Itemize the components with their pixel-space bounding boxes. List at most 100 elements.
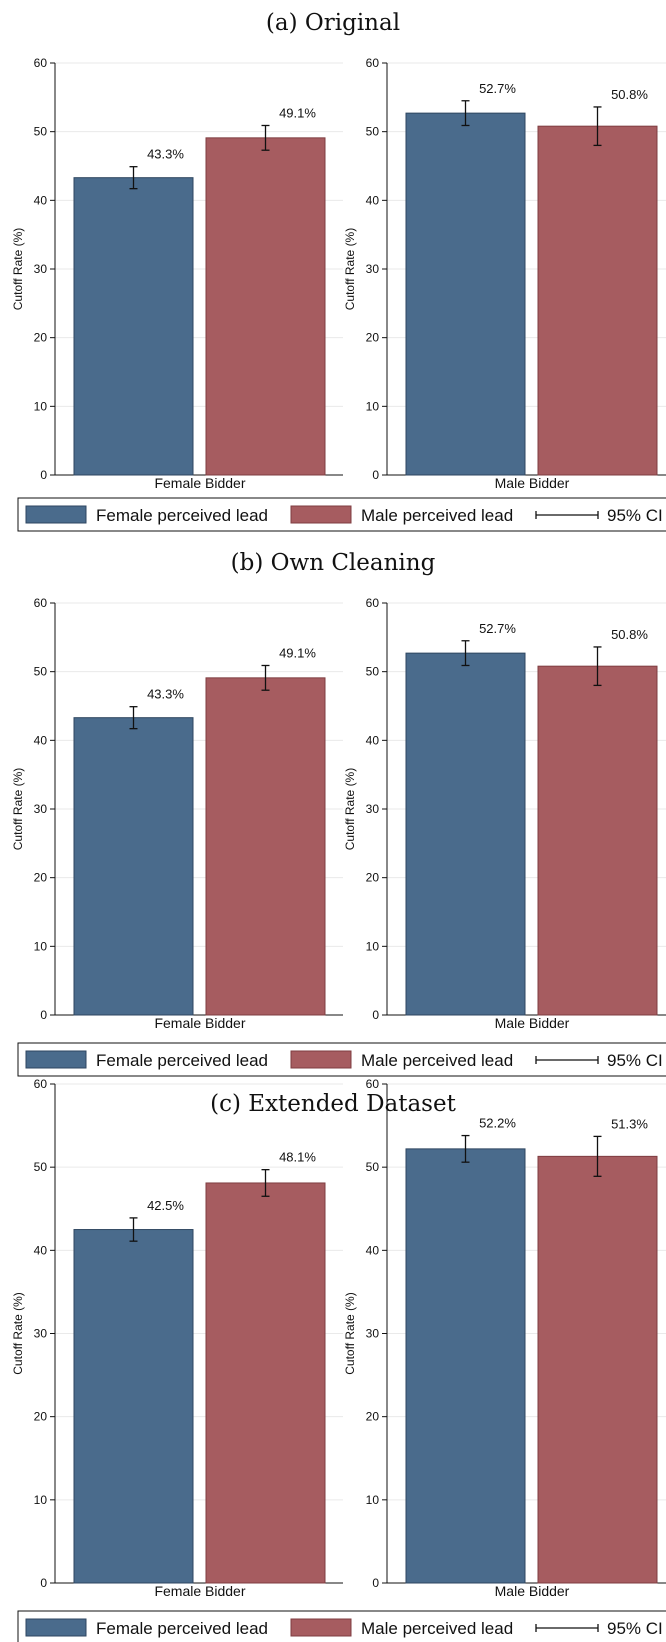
legend-label-male-lead: Male perceived lead (361, 506, 513, 525)
y-tick-label: 20 (366, 1410, 380, 1424)
legend-swatch-male-lead (290, 505, 352, 524)
y-tick-label: 40 (366, 733, 380, 747)
data-label: 49.1% (279, 105, 316, 120)
y-tick-label: 10 (34, 399, 48, 413)
data-label: 50.8% (611, 627, 648, 642)
chart-title: (a) Original (266, 10, 400, 36)
legend: Female perceived lead Male perceived lead… (17, 1610, 666, 1642)
y-tick-label: 0 (40, 1008, 47, 1022)
legend-label-male-lead: Male perceived lead (361, 1619, 513, 1638)
bar-female-lead (405, 652, 526, 1016)
data-label: 52.7% (479, 81, 516, 96)
y-tick-label: 40 (366, 1243, 380, 1257)
panel-male-bidder: 0 10 20 30 40 50 60 Cutoff Rate (%) 52.7% 50.8% Ma… (343, 596, 666, 1031)
y-tick-label: 50 (34, 1160, 48, 1174)
y-tick-label: 60 (366, 1077, 380, 1091)
legend: Female perceived lead Male perceived lead… (17, 1042, 666, 1077)
legend: Female perceived lead Male perceived lead… (17, 497, 666, 532)
chart-section-1: (a) Original 0 10 20 30 40 50 60 Cutoff Rate (%)… (11, 10, 666, 532)
y-tick-label: 60 (366, 596, 380, 610)
y-tick-label: 50 (34, 665, 48, 679)
panel-female-bidder: 0 10 20 30 40 50 60 Cutoff Rate (%) 43.3% 49.1% Fe… (11, 596, 343, 1031)
y-tick-label: 60 (366, 56, 380, 70)
y-tick-label: 30 (34, 262, 48, 276)
bar-male-lead (537, 1155, 658, 1584)
data-label: 51.3% (611, 1116, 648, 1131)
bar-male-lead (537, 125, 658, 476)
y-tick-label: 10 (34, 939, 48, 953)
legend-swatch-male-lead (290, 1618, 352, 1637)
bar-male-lead (537, 665, 658, 1016)
data-label: 49.1% (279, 645, 316, 660)
legend-label-ci: 95% CI (607, 1051, 663, 1070)
bar-female-lead (73, 1229, 194, 1584)
y-tick-label: 10 (366, 939, 380, 953)
legend-swatch-female-lead (25, 1050, 87, 1069)
panel-male-bidder: 0 10 20 30 40 50 60 Cutoff Rate (%) 52.7% 50.8% Ma… (343, 56, 666, 491)
legend-label-female-lead: Female perceived lead (96, 1619, 268, 1638)
y-tick-label: 20 (34, 871, 48, 885)
category-label: Female Bidder (154, 475, 245, 491)
bar-female-lead (405, 1148, 526, 1584)
y-tick-label: 30 (366, 262, 380, 276)
category-label: Female Bidder (154, 1015, 245, 1031)
y-tick-label: 20 (34, 1410, 48, 1424)
y-tick-label: 60 (34, 596, 48, 610)
y-tick-label: 0 (40, 468, 47, 482)
y-tick-label: 30 (366, 1327, 380, 1341)
y-tick-label: 50 (366, 125, 380, 139)
legend-label-ci: 95% CI (607, 1619, 663, 1638)
bar-male-lead (205, 677, 326, 1016)
bar-female-lead (73, 717, 194, 1016)
panel-female-bidder: 0 10 20 30 40 50 60 Cutoff Rate (%) 43.3% 49.1% Fe… (11, 56, 343, 491)
y-tick-label: 20 (366, 871, 380, 885)
category-label: Male Bidder (495, 475, 570, 491)
y-tick-label: 40 (366, 193, 380, 207)
bar-female-lead (73, 177, 194, 476)
data-label: 50.8% (611, 87, 648, 102)
y-tick-label: 50 (34, 125, 48, 139)
data-label: 43.3% (147, 147, 184, 162)
data-label: 52.2% (479, 1116, 516, 1131)
y-tick-label: 50 (366, 1160, 380, 1174)
data-label: 52.7% (479, 621, 516, 636)
bar-male-lead (205, 1182, 326, 1584)
data-label: 42.5% (147, 1198, 184, 1213)
y-tick-label: 30 (34, 1327, 48, 1341)
y-tick-label: 40 (34, 193, 48, 207)
y-tick-label: 10 (366, 399, 380, 413)
data-label: 48.1% (279, 1150, 316, 1165)
y-tick-label: 40 (34, 733, 48, 747)
chart-title: (c) Extended Dataset (210, 1091, 456, 1117)
category-label: Male Bidder (495, 1015, 570, 1031)
y-axis-label: Cutoff Rate (%) (11, 768, 25, 850)
category-label: Male Bidder (495, 1583, 570, 1599)
category-label: Female Bidder (154, 1583, 245, 1599)
data-label: 43.3% (147, 687, 184, 702)
legend-swatch-male-lead (290, 1050, 352, 1069)
chart-section-2: (b) Own Cleaning 0 10 20 30 40 50 60 Cutoff Rate… (11, 550, 666, 1077)
y-axis-label: Cutoff Rate (%) (343, 768, 357, 850)
y-tick-label: 20 (366, 331, 380, 345)
legend-label-ci: 95% CI (607, 506, 663, 525)
panel-female-bidder: 0 10 20 30 40 50 60 Cutoff Rate (%) 42.5% 48.1% Fe… (11, 1077, 343, 1599)
chart-title: (b) Own Cleaning (231, 550, 436, 576)
y-tick-label: 50 (366, 665, 380, 679)
chart-section-3: (c) Extended Dataset 0 10 20 30 40 50 60 Cutoff … (11, 1077, 666, 1642)
panel-male-bidder: 0 10 20 30 40 50 60 Cutoff Rate (%) 52.2% 51.3% Ma… (343, 1077, 666, 1599)
y-tick-label: 0 (372, 468, 379, 482)
y-axis-label: Cutoff Rate (%) (343, 1292, 357, 1374)
y-tick-label: 0 (372, 1008, 379, 1022)
legend-box (17, 1610, 666, 1642)
y-tick-label: 40 (34, 1243, 48, 1257)
y-tick-label: 20 (34, 331, 48, 345)
y-tick-label: 60 (34, 1077, 48, 1091)
legend-label-female-lead: Female perceived lead (96, 1051, 268, 1070)
y-tick-label: 0 (40, 1576, 47, 1590)
y-tick-label: 30 (366, 802, 380, 816)
y-tick-label: 0 (372, 1576, 379, 1590)
legend-label-male-lead: Male perceived lead (361, 1051, 513, 1070)
y-tick-label: 10 (34, 1493, 48, 1507)
y-axis-label: Cutoff Rate (%) (11, 1292, 25, 1374)
y-tick-label: 10 (366, 1493, 380, 1507)
